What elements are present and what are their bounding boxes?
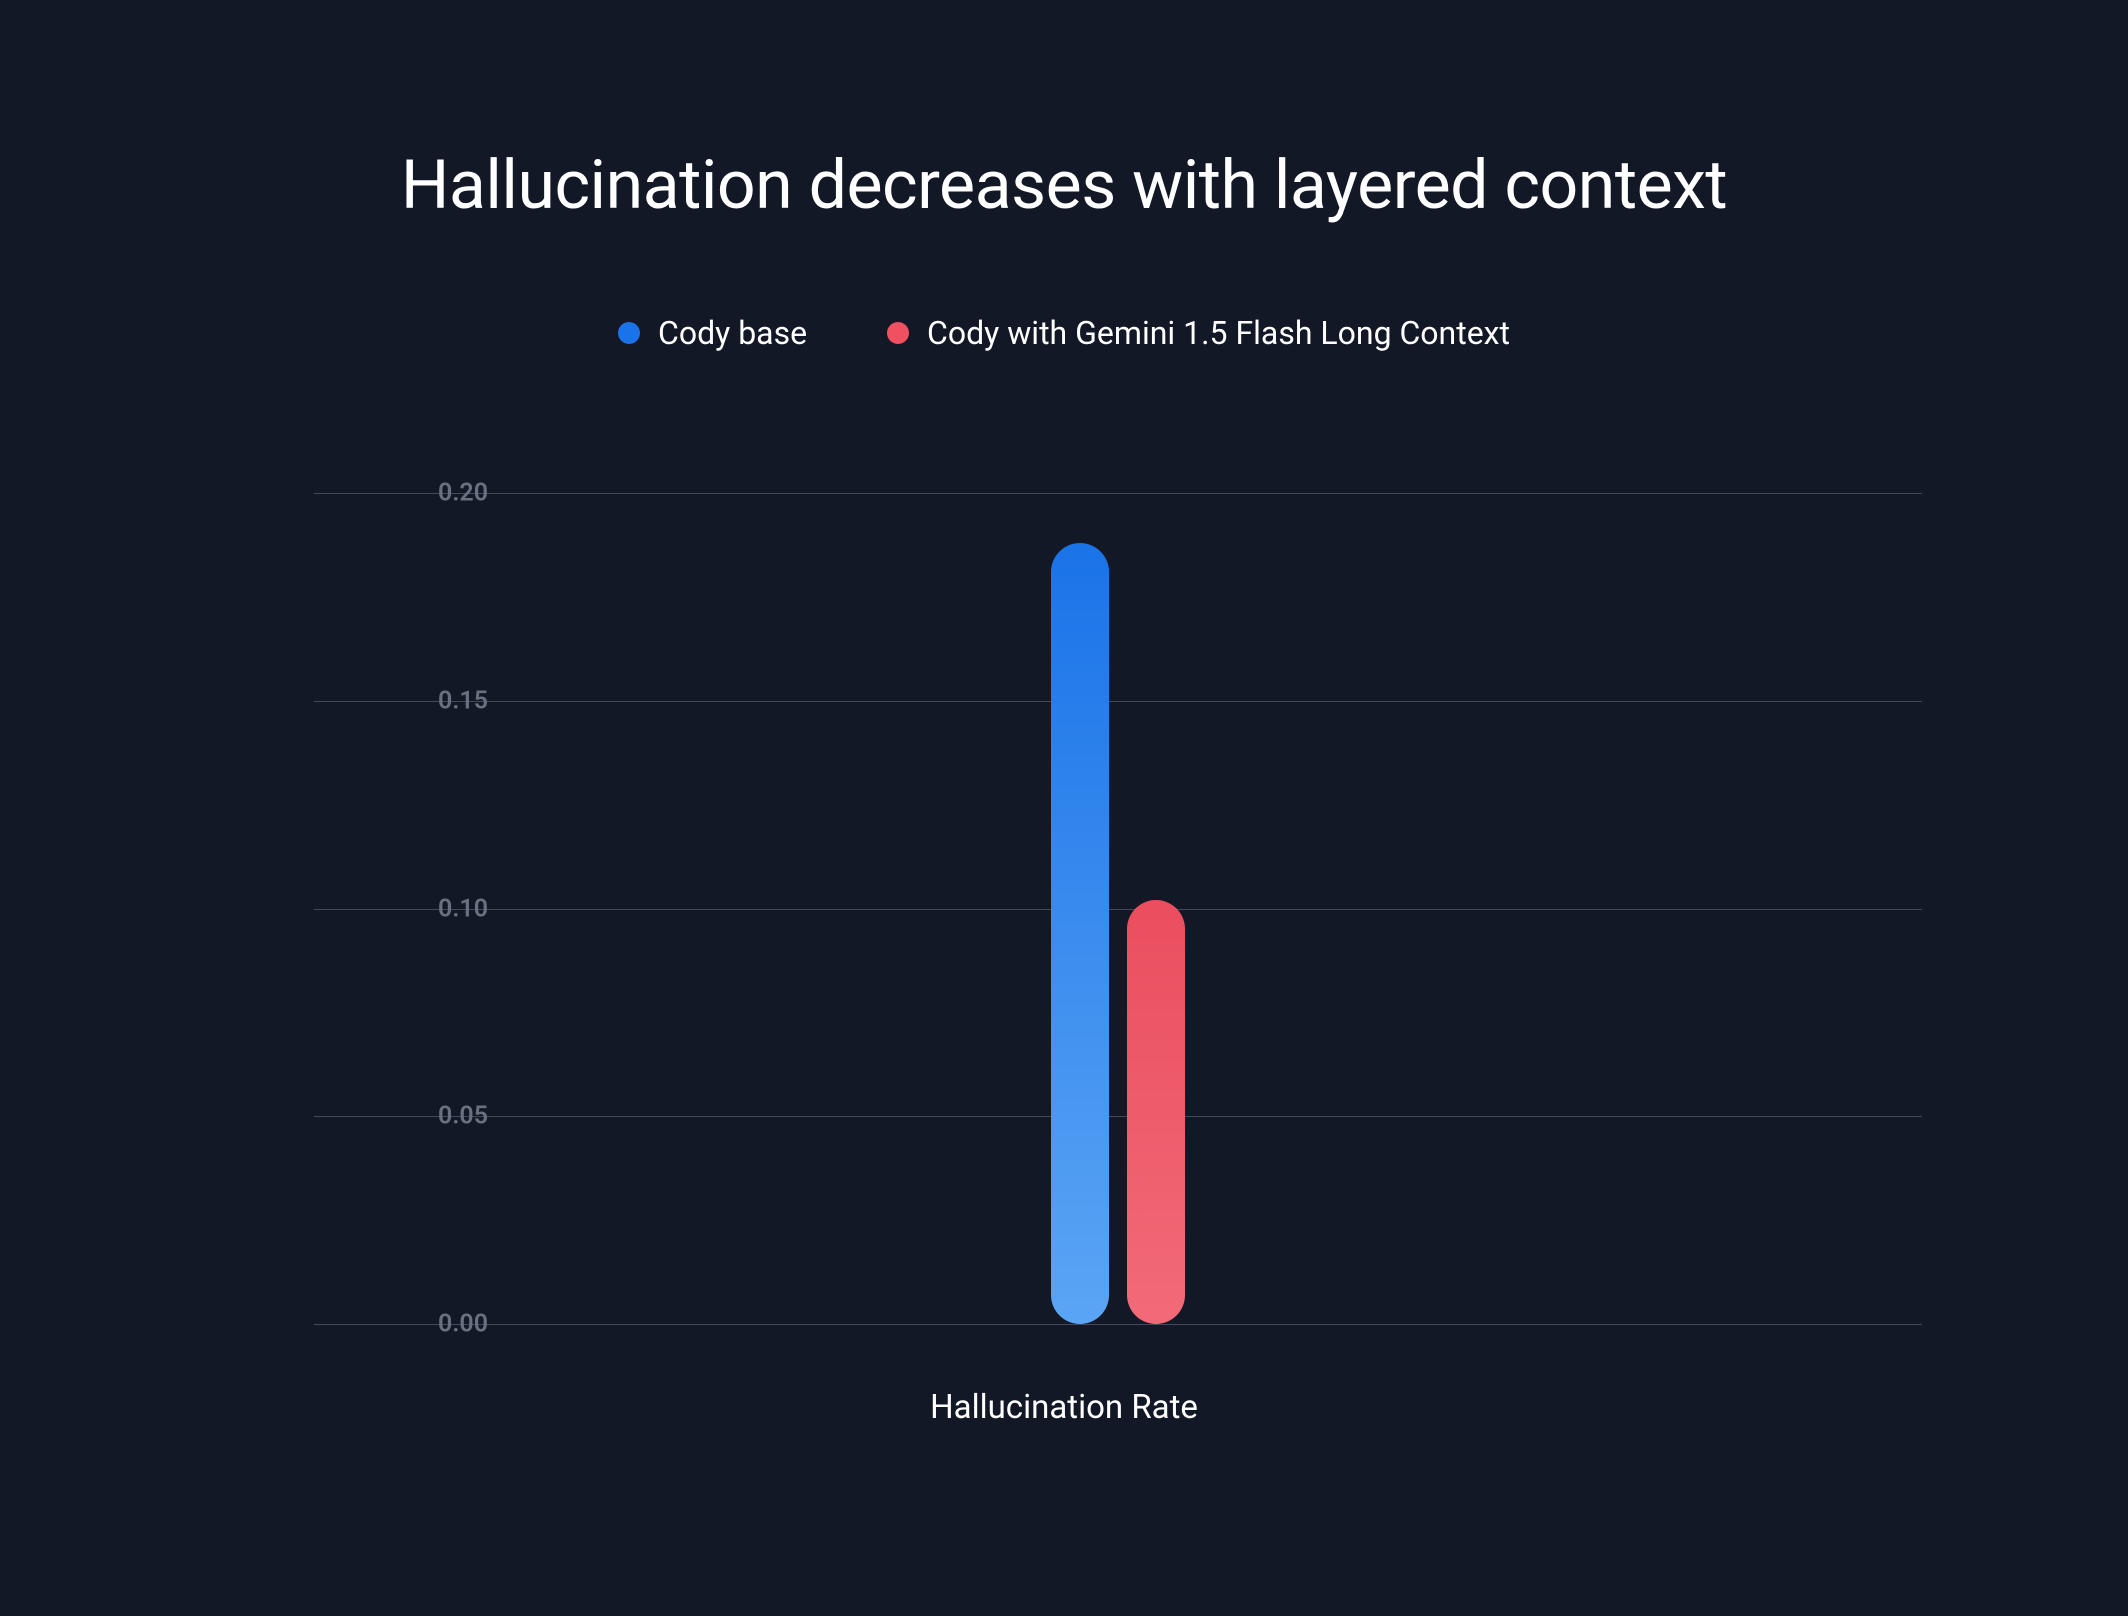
y-tick-label: 0.10 [288,894,488,923]
y-tick-label: 0.15 [288,686,488,715]
chart-legend: Cody base Cody with Gemini 1.5 Flash Lon… [0,314,2128,352]
chart-container: Hallucination decreases with layered con… [0,0,2128,1616]
bars-group [1051,543,1185,1324]
legend-dot-icon [887,322,909,344]
x-axis-label: Hallucination Rate [0,1388,2128,1427]
legend-item-cody-gemini: Cody with Gemini 1.5 Flash Long Context [887,314,1510,352]
legend-item-cody-base: Cody base [618,314,807,352]
gridline [314,493,1922,494]
legend-dot-icon [618,322,640,344]
y-tick-label: 0.20 [288,479,488,508]
y-tick-label: 0.05 [288,1102,488,1131]
legend-label: Cody with Gemini 1.5 Flash Long Context [927,314,1510,352]
bar-cody-gemini [1127,900,1185,1324]
gridline [314,1324,1922,1325]
plot-area [314,493,1922,1324]
legend-label: Cody base [658,314,807,352]
chart-title: Hallucination decreases with layered con… [0,145,2128,225]
bar-cody-base [1051,543,1109,1324]
y-tick-label: 0.00 [288,1310,488,1339]
